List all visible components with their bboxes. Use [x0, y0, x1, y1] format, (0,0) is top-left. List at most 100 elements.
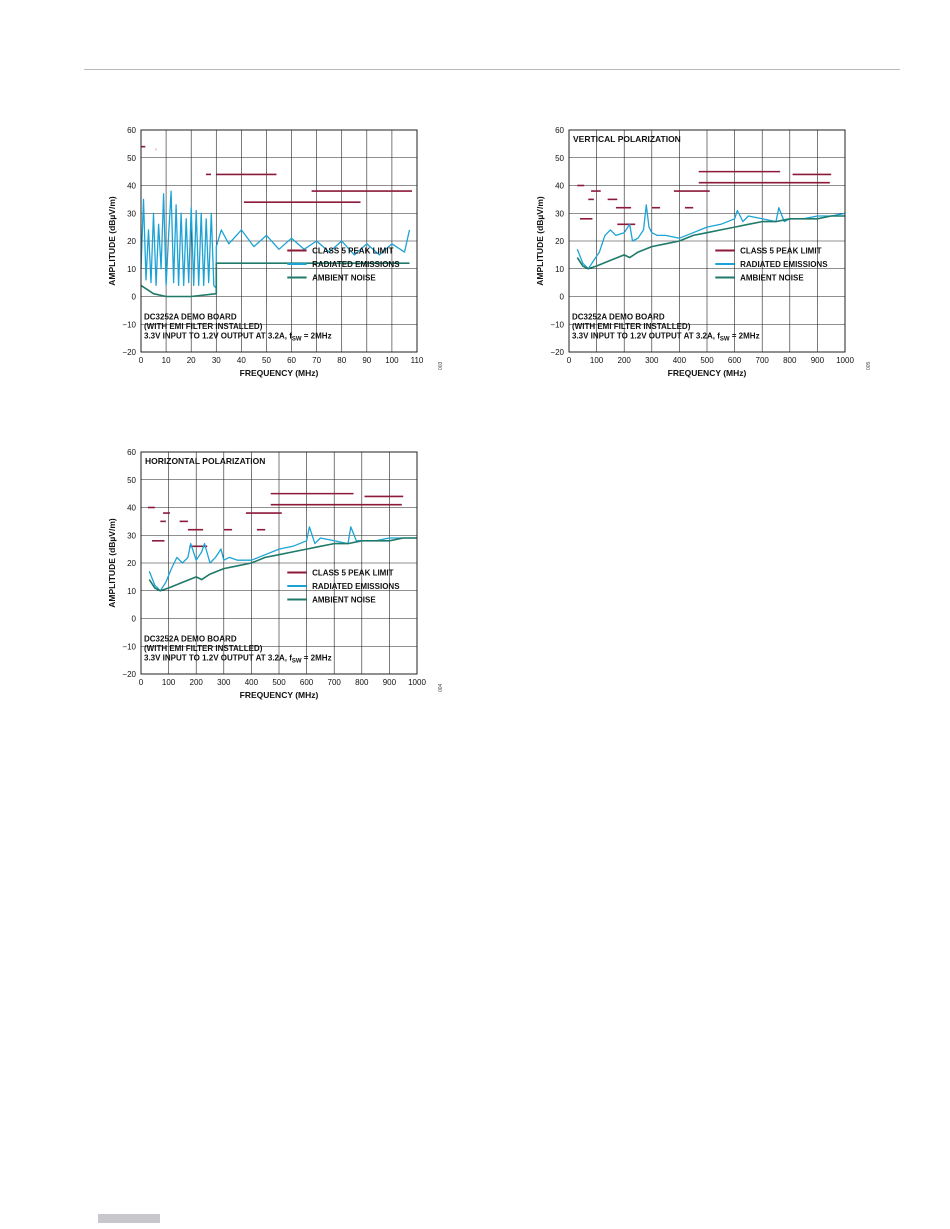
y-tick-label: 60 — [127, 448, 136, 457]
annotation-text: = 2MHz — [302, 332, 332, 341]
annotation-line: (WITH EMI FILTER INSTALLED) — [572, 322, 691, 331]
x-tick-label: 30 — [212, 356, 221, 365]
x-tick-label: 400 — [245, 678, 259, 687]
legend-label: CLASS 5 PEAK LIMIT — [312, 246, 393, 255]
chart-annotation: DC3252A DEMO BOARD(WITH EMI FILTER INSTA… — [144, 313, 332, 343]
legend-label: RADIATED EMISSIONS — [312, 260, 400, 269]
x-tick-label: 0 — [567, 356, 572, 365]
ambient-noise-line — [140, 262, 410, 298]
emissions-chart-vertical-polarization: VERTICAL POLARIZATION 0 100 200 300 400 500 60… — [535, 126, 872, 378]
x-tick-label: 800 — [783, 356, 797, 365]
axis-tick-labels: 0 100 200 300 400 500 600 700 800 900 1000 −20 −10 0 1… — [550, 126, 854, 365]
annotation-text: = 2MHz — [730, 332, 760, 341]
plot-frame — [140, 451, 418, 675]
annotation-line: 3.3V INPUT TO 1.2V OUTPUT AT 3.2A, fSW =… — [144, 654, 332, 665]
y-tick-label: 10 — [555, 265, 564, 274]
chart-legend: CLASS 5 PEAK LIMIT RADIATED EMISSIONS AMBI… — [715, 246, 828, 282]
plot-series — [140, 145, 412, 298]
legend-label: AMBIENT NOISE — [312, 595, 376, 604]
ambient-noise-line — [148, 537, 417, 592]
emissions-chart-low-frequency: 0 10 20 30 40 50 60 70 80 90 100 110 −20 −10 0 10 20 30 40… — [107, 126, 444, 378]
header-rule — [84, 69, 900, 70]
axis-tick-labels: 0 10 20 30 40 50 60 70 80 90 100 110 −20 −10 0 10 20 30 40… — [122, 126, 424, 365]
y-tick-label: 0 — [560, 293, 565, 302]
annotation-line: 3.3V INPUT TO 1.2V OUTPUT AT 3.2A, fSW =… — [144, 332, 332, 343]
plot-frame — [140, 129, 418, 353]
y-tick-label: 0 — [132, 615, 137, 624]
y-tick-label: 30 — [127, 531, 136, 540]
chart-annotation: DC3252A DEMO BOARD(WITH EMI FILTER INSTA… — [144, 635, 332, 665]
x-tick-label: 300 — [645, 356, 659, 365]
x-tick-label: 300 — [217, 678, 231, 687]
figure-number: 005 — [866, 361, 872, 370]
x-tick-label: 200 — [190, 678, 204, 687]
y-axis-label: AMPLITUDE (dBµV/m) — [107, 518, 117, 608]
x-tick-label: 600 — [728, 356, 742, 365]
y-tick-label: 30 — [127, 209, 136, 218]
x-tick-label: 1000 — [836, 356, 854, 365]
x-tick-label: 1000 — [408, 678, 426, 687]
x-axis-label: FREQUENCY (MHz) — [240, 368, 319, 378]
axis-tick-labels: 0 100 200 300 400 500 600 700 800 900 1000 −20 −10 0 1… — [122, 448, 426, 687]
x-tick-label: 0 — [139, 678, 144, 687]
annotation-subscript: SW — [292, 659, 302, 665]
y-tick-label: −20 — [122, 348, 136, 357]
x-axis-label: FREQUENCY (MHz) — [240, 690, 319, 700]
x-tick-label: 20 — [187, 356, 196, 365]
x-tick-label: 60 — [287, 356, 296, 365]
x-tick-label: 90 — [362, 356, 371, 365]
y-tick-label: −10 — [122, 320, 136, 329]
y-tick-label: 50 — [127, 476, 136, 485]
ambient-noise-line — [576, 215, 845, 270]
radiated-emissions-line — [140, 190, 411, 289]
x-axis-label: FREQUENCY (MHz) — [668, 368, 747, 378]
annotation-line: DC3252A DEMO BOARD — [572, 313, 665, 322]
x-tick-label: 100 — [590, 356, 604, 365]
plot-series — [576, 170, 846, 270]
figure-number: 003 — [438, 361, 444, 370]
x-tick-label: 200 — [618, 356, 632, 365]
annotation-line: (WITH EMI FILTER INSTALLED) — [144, 322, 263, 331]
y-tick-label: 30 — [555, 209, 564, 218]
y-axis-label: AMPLITUDE (dBµV/m) — [107, 196, 117, 286]
legend-label: CLASS 5 PEAK LIMIT — [312, 568, 393, 577]
y-tick-label: 20 — [127, 559, 136, 568]
x-tick-label: 100 — [162, 678, 176, 687]
y-tick-label: 20 — [555, 237, 564, 246]
chart-legend: CLASS 5 PEAK LIMIT RADIATED EMISSIONS AMBI… — [287, 568, 400, 604]
footer-page-tab — [98, 1214, 160, 1223]
radiated-emissions-line — [148, 526, 417, 592]
x-tick-label: 700 — [756, 356, 770, 365]
x-tick-label: 400 — [673, 356, 687, 365]
y-tick-label: −10 — [550, 320, 564, 329]
chart-annotation: DC3252A DEMO BOARD(WITH EMI FILTER INSTA… — [572, 313, 760, 343]
x-tick-label: 500 — [700, 356, 714, 365]
emissions-chart-horizontal-polarization: HORIZONTAL POLARIZATION 0 100 200 300 400 500… — [107, 448, 444, 700]
y-tick-label: 10 — [127, 587, 136, 596]
x-tick-label: 0 — [139, 356, 144, 365]
x-tick-label: 110 — [411, 356, 424, 365]
x-tick-label: 80 — [337, 356, 346, 365]
y-tick-label: 50 — [555, 154, 564, 163]
chart-legend: CLASS 5 PEAK LIMIT RADIATED EMISSIONS AMBI… — [287, 246, 400, 282]
y-tick-label: 40 — [127, 504, 136, 513]
y-tick-label: 40 — [555, 182, 564, 191]
plot-frame — [568, 129, 846, 353]
y-tick-label: 20 — [127, 237, 136, 246]
y-tick-label: 60 — [127, 126, 136, 135]
y-tick-label: 50 — [127, 154, 136, 163]
figure-number: 004 — [438, 683, 444, 692]
x-tick-label: 700 — [328, 678, 342, 687]
annotation-subscript: SW — [720, 337, 730, 343]
y-tick-label: −10 — [122, 642, 136, 651]
y-tick-label: 60 — [555, 126, 564, 135]
radiated-emissions-line — [576, 204, 846, 270]
x-tick-label: 500 — [272, 678, 286, 687]
x-tick-label: 50 — [262, 356, 271, 365]
y-tick-label: 10 — [127, 265, 136, 274]
x-tick-label: 10 — [162, 356, 171, 365]
legend-label: CLASS 5 PEAK LIMIT — [740, 246, 821, 255]
annotation-line: DC3252A DEMO BOARD — [144, 313, 237, 322]
plot-series — [147, 492, 417, 592]
annotation-line: DC3252A DEMO BOARD — [144, 635, 237, 644]
